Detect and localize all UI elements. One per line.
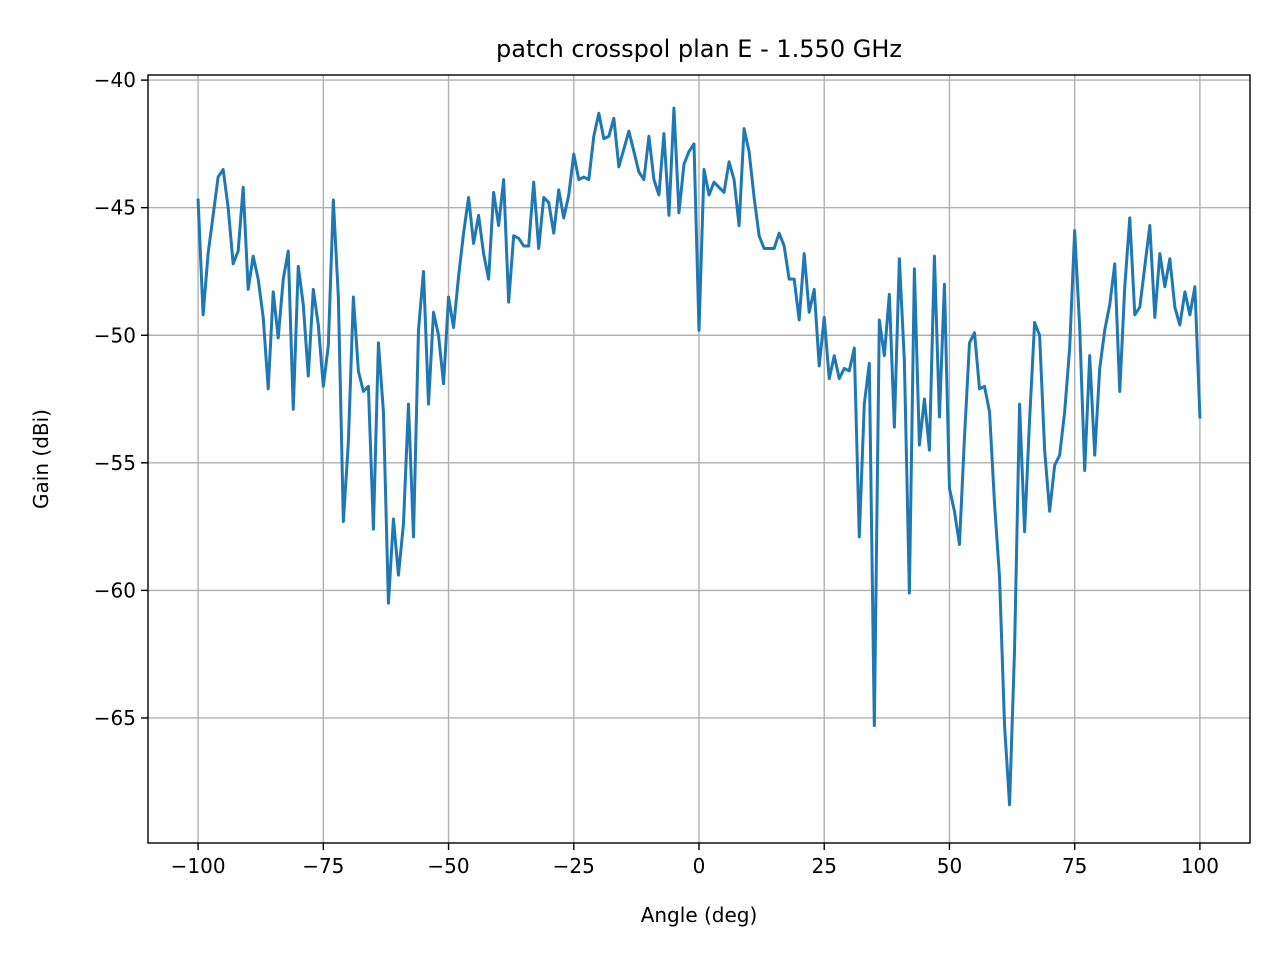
x-tick-label: −100: [171, 854, 226, 878]
y-tick-label: −65: [94, 706, 136, 730]
y-tick-label: −60: [94, 578, 136, 602]
x-tick-label: −75: [302, 854, 344, 878]
x-tick-label: −50: [427, 854, 469, 878]
y-tick-label: −50: [94, 323, 136, 347]
series-layer: [196, 106, 1202, 807]
x-tick-label: 50: [937, 854, 962, 878]
y-tick-label: −55: [94, 451, 136, 475]
y-axis-label: Gain (dBi): [29, 409, 53, 509]
chart-title: patch crosspol plan E - 1.550 GHz: [496, 35, 902, 63]
x-tick-label: −25: [553, 854, 595, 878]
x-tick-label: 100: [1181, 854, 1219, 878]
y-axis-ticks: −40 −45 −50 −55 −60 −65: [94, 68, 148, 730]
x-axis-ticks: −100 −75 −50 −25 0 25 50 75 100: [171, 843, 1219, 878]
x-tick-label: 75: [1062, 854, 1087, 878]
x-tick-label: 0: [693, 854, 706, 878]
x-tick-label: 25: [812, 854, 837, 878]
x-axis-label: Angle (deg): [641, 903, 758, 927]
y-tick-label: −45: [94, 196, 136, 220]
y-tick-label: −40: [94, 68, 136, 92]
series-line: [196, 106, 1202, 807]
